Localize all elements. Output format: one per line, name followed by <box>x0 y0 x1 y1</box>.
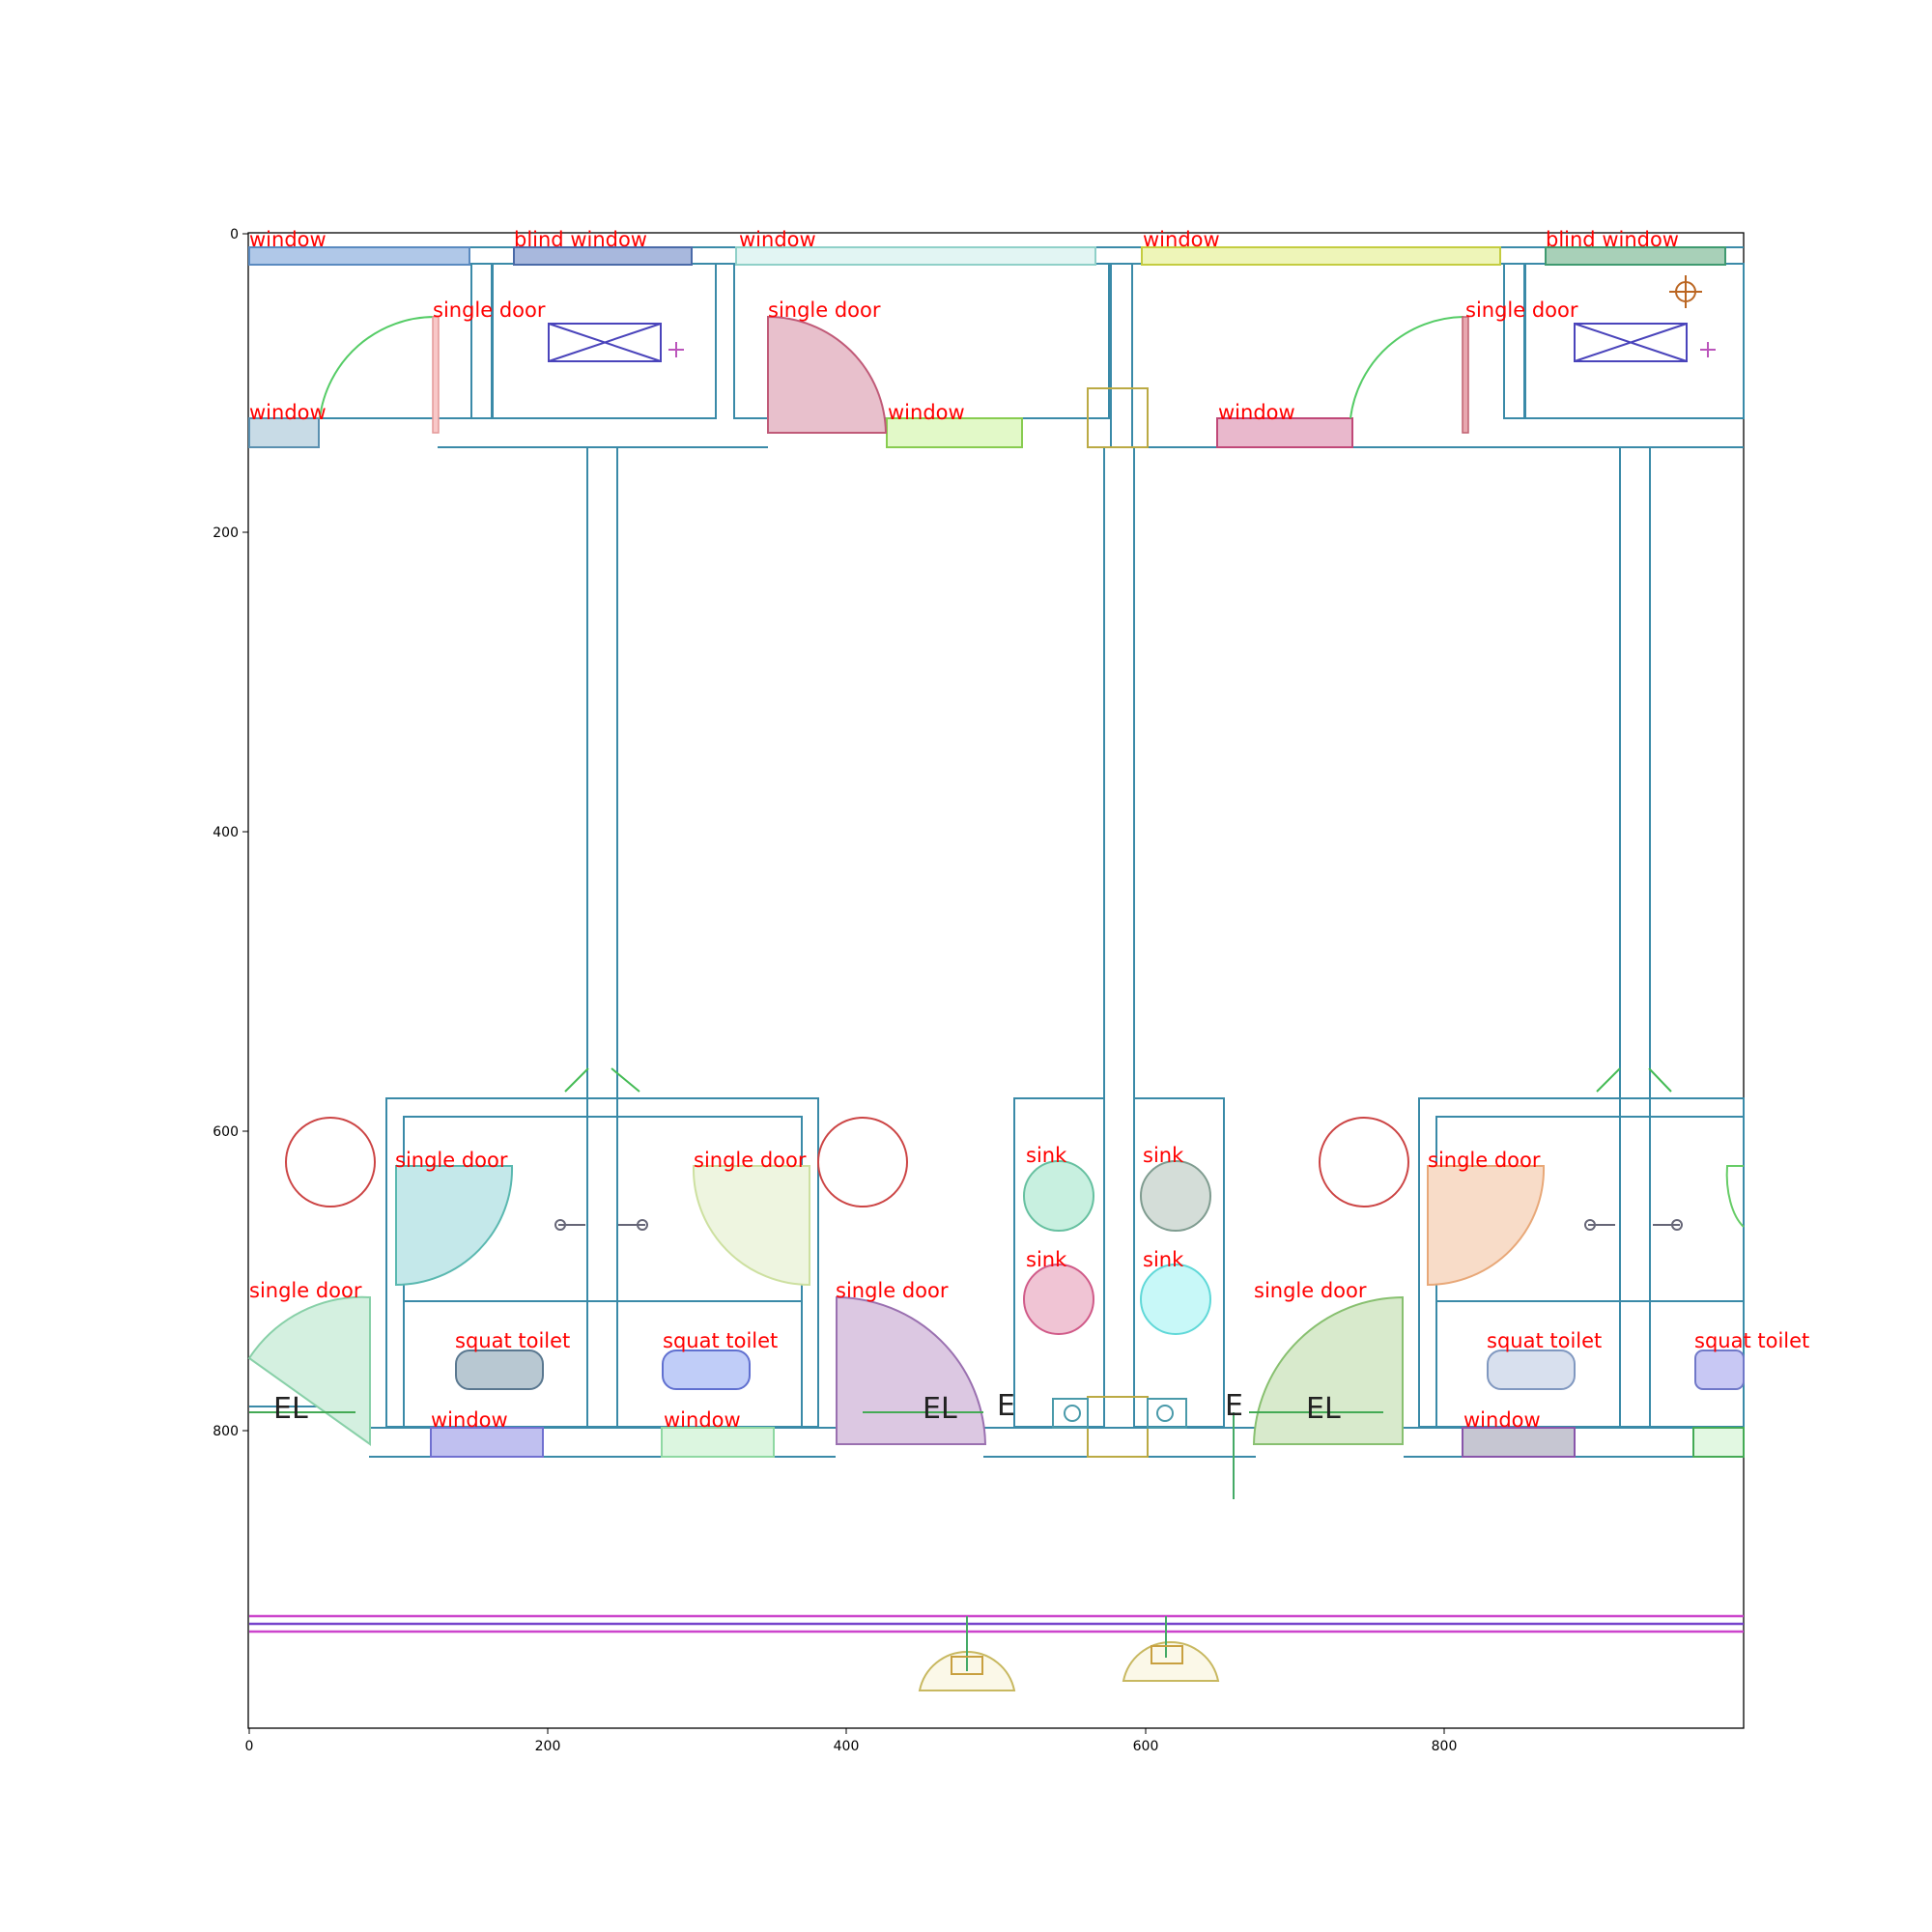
toilet-icon <box>1052 1398 1187 1429</box>
fixtures <box>285 275 1716 1691</box>
window-symbol <box>248 246 470 266</box>
e-marker: E <box>997 1389 1015 1423</box>
single-door-label: single door <box>694 1149 807 1172</box>
window-symbol <box>1462 1427 1576 1458</box>
window-label: window <box>1218 401 1295 424</box>
blind-window-label: blind window <box>514 228 647 251</box>
sink-symbol <box>1023 1264 1094 1335</box>
sink-symbol <box>1140 1264 1211 1335</box>
light-icon <box>668 342 684 357</box>
window-symbol <box>248 417 320 448</box>
door-swing <box>247 1295 371 1446</box>
x-tick-label: 200 <box>535 1739 561 1754</box>
blind-window-symbol <box>513 246 693 266</box>
single-door-label: single door <box>395 1149 508 1172</box>
window-label: window <box>1143 228 1220 251</box>
ac-unit-icon <box>1574 323 1688 362</box>
x-tick-label: 0 <box>245 1739 254 1754</box>
target-icon <box>1669 275 1702 308</box>
faucet-icon <box>554 1219 1683 1231</box>
window-label: window <box>739 228 816 251</box>
squat-toilet-label: squat toilet <box>663 1329 778 1352</box>
door-swing <box>319 316 436 419</box>
blind-window-label: blind window <box>1546 228 1679 251</box>
door-swing <box>767 315 888 434</box>
door-swing <box>1350 316 1464 419</box>
single-door-label: single door <box>1428 1149 1541 1172</box>
window-symbol <box>886 417 1023 448</box>
ac-unit-icon <box>548 323 662 362</box>
squat-toilet-symbol <box>1694 1350 1745 1390</box>
labels: window blind window window window blind … <box>249 228 1809 1432</box>
blind-window-symbol <box>1545 246 1726 266</box>
door-swing <box>836 1295 987 1445</box>
window-label: window <box>249 228 327 251</box>
window-symbol <box>1141 246 1501 266</box>
y-tick-label: 800 <box>213 1424 239 1439</box>
squat-toilet-symbol <box>662 1350 751 1390</box>
window-label: window <box>888 401 965 424</box>
doors <box>247 315 1745 1446</box>
window-label: window <box>249 401 327 424</box>
y-tick-label: 400 <box>213 825 239 840</box>
squat-toilet-label: squat toilet <box>1487 1329 1602 1352</box>
washbasin-symbol <box>1122 1640 1220 1682</box>
x-tick-label: 600 <box>1133 1739 1159 1754</box>
sink-symbol <box>1023 1160 1094 1232</box>
squat-toilet-label: squat toilet <box>1694 1329 1809 1352</box>
single-door-label: single door <box>836 1279 949 1302</box>
column-circle <box>817 1117 908 1208</box>
window-symbol <box>735 246 1096 266</box>
squat-toilet-label: squat toilet <box>455 1329 570 1352</box>
door-swing <box>692 1165 810 1287</box>
sink-label: sink <box>1143 1248 1184 1271</box>
x-tick-label: 400 <box>834 1739 860 1754</box>
el-marker: EL <box>273 1392 308 1426</box>
x-axis: 0 200 400 600 800 <box>245 1728 1458 1754</box>
sink-label: sink <box>1026 1144 1067 1167</box>
column-circle <box>1319 1117 1409 1208</box>
windows <box>248 246 1745 1458</box>
sinks <box>1023 1160 1211 1335</box>
window-symbol <box>1692 1427 1745 1458</box>
e-marker: E <box>1225 1389 1243 1423</box>
door-swing <box>1427 1165 1546 1287</box>
el-marker: EL <box>1306 1392 1341 1426</box>
single-door-label: single door <box>433 298 546 322</box>
window-symbol <box>1216 417 1353 448</box>
door-swing <box>1252 1295 1404 1445</box>
y-tick-label: 0 <box>230 227 239 242</box>
single-door-label: single door <box>1254 1279 1367 1302</box>
el-marker: EL <box>923 1392 957 1426</box>
door-leaf <box>432 316 440 434</box>
utility-lines <box>249 1067 1744 1634</box>
squat-toilet-symbol <box>1487 1350 1576 1390</box>
sink-label: sink <box>1026 1248 1067 1271</box>
light-icon <box>1700 342 1716 357</box>
shaft <box>1087 387 1149 448</box>
x-tick-label: 800 <box>1432 1739 1458 1754</box>
sink-symbol <box>1140 1160 1211 1232</box>
sink-label: sink <box>1143 1144 1184 1167</box>
column-circle <box>285 1117 376 1208</box>
window-label: window <box>1463 1408 1541 1432</box>
squat-toilet-symbol <box>455 1350 544 1390</box>
y-tick-label: 200 <box>213 526 239 541</box>
single-door-label: single door <box>1465 298 1578 322</box>
door-swing <box>395 1165 514 1287</box>
window-symbol <box>430 1427 544 1458</box>
window-label: window <box>431 1408 508 1432</box>
markers: EL EL E E EL <box>249 1389 1383 1426</box>
door-leaf <box>1462 316 1469 434</box>
window-symbol <box>661 1427 775 1458</box>
y-axis: 0 200 400 600 800 <box>213 227 248 1439</box>
squat-toilets <box>455 1350 1745 1390</box>
door-swing <box>1725 1165 1745 1228</box>
y-tick-label: 600 <box>213 1124 239 1140</box>
plot-frame <box>247 232 1745 1729</box>
single-door-label: single door <box>768 298 881 322</box>
single-door-label: single door <box>249 1279 362 1302</box>
window-label: window <box>664 1408 741 1432</box>
